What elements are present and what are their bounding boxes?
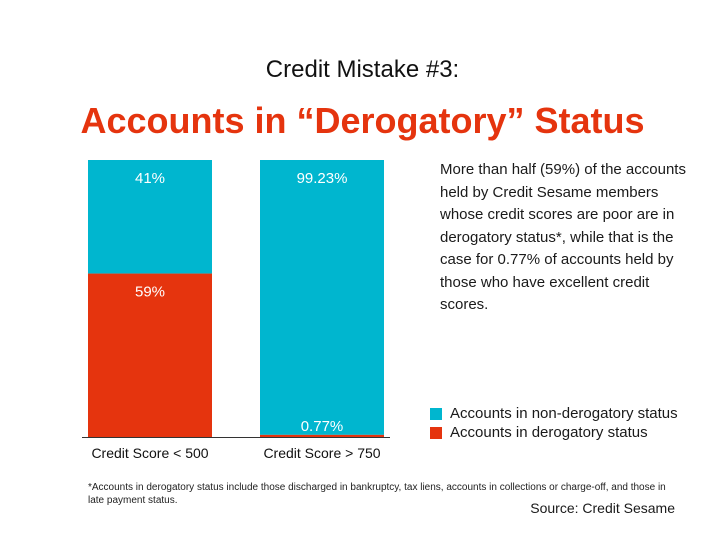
legend-item-non-derogatory: Accounts in non-derogatory status bbox=[430, 404, 678, 423]
bar-2-non-derogatory bbox=[260, 160, 384, 435]
footnote: *Accounts in derogatory status include t… bbox=[88, 482, 666, 506]
bar-2-category-label: Credit Score > 750 bbox=[263, 445, 380, 461]
bar-1-non-derogatory bbox=[88, 160, 212, 274]
chart-title: Accounts in “Derogatory” Status bbox=[80, 100, 645, 141]
legend-swatch-non-derogatory bbox=[430, 407, 442, 420]
bar-2-non-derogatory-label: 99.23% bbox=[297, 170, 348, 187]
legend-label-derogatory: Accounts in derogatory status bbox=[450, 424, 648, 441]
legend-swatch-derogatory bbox=[430, 426, 442, 439]
bar-2-derogatory bbox=[260, 434, 384, 437]
chart-subtitle: Credit Mistake #3: bbox=[265, 56, 460, 83]
legend: Accounts in non-derogatory status Accoun… bbox=[430, 404, 678, 442]
bar-1-derogatory-label: 59% bbox=[135, 284, 165, 301]
bar-2-derogatory-label: 0.77% bbox=[301, 418, 344, 435]
description-text: More than half (59%) of the accounts hel… bbox=[440, 161, 686, 313]
source-credit: Source: Credit Sesame bbox=[530, 500, 675, 516]
legend-item-derogatory: Accounts in derogatory status bbox=[430, 423, 678, 442]
bar-1-category-label: Credit Score < 500 bbox=[91, 445, 208, 461]
bar-1-derogatory bbox=[88, 273, 212, 437]
legend-label-non-derogatory: Accounts in non-derogatory status bbox=[450, 405, 678, 422]
bar-1-non-derogatory-label: 41% bbox=[135, 170, 165, 187]
